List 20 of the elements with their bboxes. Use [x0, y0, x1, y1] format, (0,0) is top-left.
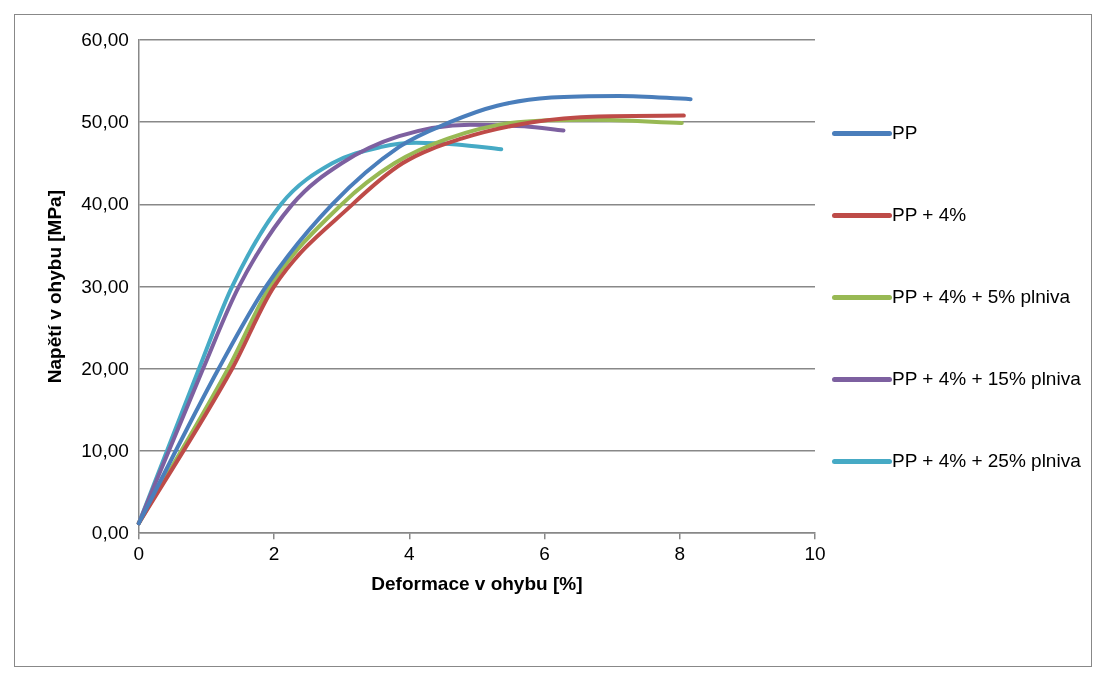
x-tick-label: 6 — [539, 543, 550, 566]
legend-label: PP — [892, 121, 919, 145]
y-tick-label: 10,00 — [81, 440, 129, 462]
x-axis-title: Deformace v ohybu [%] — [371, 572, 583, 594]
x-tick-label: 2 — [268, 543, 280, 566]
y-axis-title: Napětí v ohybu [MPa] — [43, 190, 65, 384]
x-tick-label: 0 — [133, 543, 145, 566]
legend-label: PP + 4% + 15% plniva — [892, 367, 1082, 391]
y-tick-label: 60,00 — [81, 29, 129, 51]
x-tick-label: 4 — [403, 543, 415, 566]
y-tick-label: 0,00 — [91, 522, 129, 545]
legend-label: PP + 4% + 25% plniva — [892, 449, 1082, 473]
y-tick-label: 40,00 — [81, 193, 129, 216]
y-tick-label: 30,00 — [81, 275, 129, 298]
x-tick-label: 10 — [804, 543, 826, 566]
x-tick-label: 8 — [674, 543, 686, 566]
y-tick-label: 20,00 — [81, 357, 129, 380]
legend-label: PP + 4% — [892, 203, 968, 227]
legend-label: PP + 4% + 5% plniva — [892, 285, 1072, 309]
y-tick-label: 50,00 — [81, 111, 129, 134]
